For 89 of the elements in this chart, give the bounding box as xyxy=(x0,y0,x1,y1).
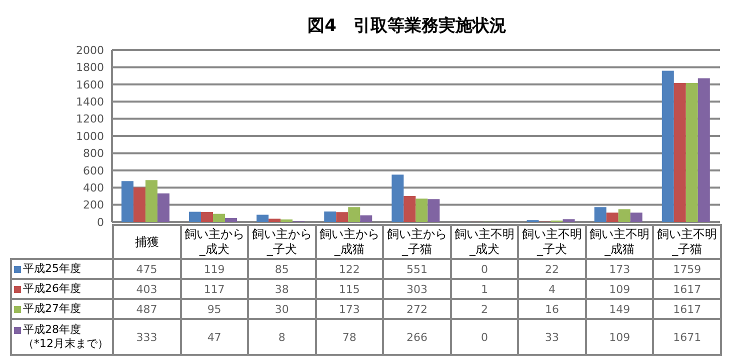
bar xyxy=(594,207,606,222)
data-label: 1 xyxy=(450,279,518,299)
data-label: 47 xyxy=(180,319,248,355)
data-label: 95 xyxy=(180,299,248,319)
y-tick-label: 2000 xyxy=(76,44,104,57)
data-label: 109 xyxy=(586,279,654,299)
data-label: 487 xyxy=(113,299,181,319)
bar xyxy=(606,212,618,222)
data-label: 333 xyxy=(113,319,181,355)
data-label: 403 xyxy=(113,279,181,299)
bar xyxy=(280,219,293,222)
legend-label: 平成26年度 xyxy=(23,282,81,296)
bar xyxy=(121,181,134,222)
data-label: 173 xyxy=(316,299,384,319)
bar xyxy=(360,215,372,222)
bar xyxy=(618,209,630,222)
y-tick-label: 800 xyxy=(83,147,104,160)
bar xyxy=(268,218,281,222)
bar xyxy=(428,199,440,222)
y-tick-label: 1600 xyxy=(76,78,104,92)
data-label: 4 xyxy=(518,279,586,299)
bar xyxy=(404,196,416,222)
data-label: 272 xyxy=(383,299,451,319)
legend-label: 平成28年度（*12月末まで） xyxy=(23,323,108,351)
data-label: 38 xyxy=(248,279,316,299)
y-tick-label: 1800 xyxy=(76,61,104,74)
x-tick-label: 飼い主不明_子猫 xyxy=(653,225,721,259)
data-label: 109 xyxy=(586,319,654,355)
data-label: 33 xyxy=(518,319,586,355)
bar xyxy=(145,180,158,222)
data-label: 551 xyxy=(383,259,451,279)
data-label: 303 xyxy=(383,279,451,299)
data-label: 8 xyxy=(248,319,316,355)
bar xyxy=(189,212,202,222)
x-tick-label: 飼い主不明_成犬 xyxy=(450,225,518,259)
bar xyxy=(348,207,360,222)
data-label: 173 xyxy=(586,259,654,279)
data-label: 0 xyxy=(450,319,518,355)
data-label: 1617 xyxy=(653,299,721,319)
bar xyxy=(133,187,146,222)
data-label: 30 xyxy=(248,299,316,319)
x-tick-label: 飼い主から_成猫 xyxy=(316,225,384,259)
y-tick-label: 400 xyxy=(83,182,104,195)
bar xyxy=(698,78,710,222)
bar xyxy=(256,214,269,222)
data-label: 117 xyxy=(180,279,248,299)
y-tick-label: 1400 xyxy=(76,96,104,109)
legend-label: 平成25年度 xyxy=(23,262,81,276)
x-tick-label: 飼い主不明_成猫 xyxy=(586,225,654,259)
data-label: 1617 xyxy=(653,279,721,299)
bar xyxy=(324,212,336,222)
bar xyxy=(201,212,214,222)
data-label: 16 xyxy=(518,299,586,319)
data-label: 1671 xyxy=(653,319,721,355)
x-tick-label: 飼い主から_成犬 xyxy=(180,225,248,259)
bar xyxy=(416,198,428,222)
data-label: 78 xyxy=(316,319,384,355)
data-label: 2 xyxy=(450,299,518,319)
bar xyxy=(336,212,348,222)
data-label: 122 xyxy=(316,259,384,279)
x-tick-label: 飼い主から_子猫 xyxy=(383,225,451,259)
x-tick-label: 捕獲 xyxy=(113,225,181,259)
bar xyxy=(630,212,642,222)
data-label: 149 xyxy=(586,299,654,319)
y-tick-label: 200 xyxy=(83,198,104,212)
bar xyxy=(392,174,404,222)
bar xyxy=(157,193,170,222)
chart-title: 図4 引取等業務実施状況 xyxy=(306,15,508,37)
data-label: 115 xyxy=(316,279,384,299)
y-tick-label: 1000 xyxy=(76,130,104,143)
bar xyxy=(225,218,238,222)
data-label: 1759 xyxy=(653,259,721,279)
x-tick-label: 飼い主から_子犬 xyxy=(248,225,316,259)
legend-label: 平成27年度 xyxy=(23,302,81,316)
y-tick-label: 1200 xyxy=(76,112,104,126)
data-label: 85 xyxy=(248,259,316,279)
data-label: 266 xyxy=(383,319,451,355)
bar xyxy=(662,70,674,222)
data-label: 475 xyxy=(113,259,181,279)
x-tick-label: 飼い主不明_子犬 xyxy=(518,225,586,259)
data-label: 119 xyxy=(180,259,248,279)
data-label: 22 xyxy=(518,259,586,279)
bar xyxy=(686,82,698,222)
y-tick-label: 0 xyxy=(97,216,104,229)
data-label: 0 xyxy=(450,259,518,279)
bar xyxy=(674,82,686,222)
bar xyxy=(562,219,575,222)
y-tick-label: 600 xyxy=(83,164,104,178)
bar xyxy=(213,214,226,222)
